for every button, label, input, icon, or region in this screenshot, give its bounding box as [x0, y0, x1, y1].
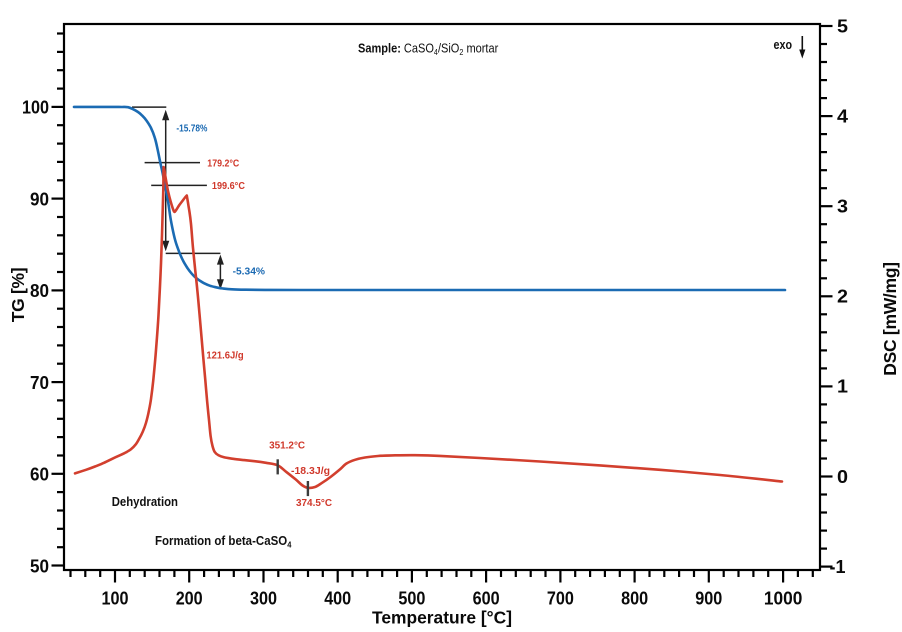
- svg-text:60: 60: [30, 465, 49, 485]
- svg-text:Temperature [°C]: Temperature [°C]: [372, 608, 512, 628]
- svg-text:1: 1: [837, 377, 848, 397]
- svg-text:-5.34%: -5.34%: [233, 266, 266, 278]
- svg-text:374.5°C: 374.5°C: [296, 497, 332, 509]
- svg-text:900: 900: [695, 589, 722, 609]
- svg-text:50: 50: [30, 556, 49, 576]
- svg-text:3: 3: [837, 197, 848, 217]
- svg-text:80: 80: [30, 281, 49, 301]
- svg-text:0: 0: [837, 467, 848, 487]
- svg-text:-1: -1: [830, 557, 846, 577]
- svg-text:100: 100: [102, 589, 129, 609]
- svg-text:4: 4: [837, 106, 848, 126]
- svg-text:400: 400: [324, 589, 351, 609]
- svg-text:-15.78%: -15.78%: [176, 122, 208, 134]
- svg-text:300: 300: [250, 589, 277, 609]
- svg-text:-18.3J/g: -18.3J/g: [291, 465, 330, 477]
- svg-text:90: 90: [30, 189, 49, 209]
- svg-text:exo: exo: [774, 37, 793, 52]
- svg-text:351.2°C: 351.2°C: [269, 440, 305, 452]
- svg-text:DSC [mW/mg]: DSC [mW/mg]: [880, 262, 900, 375]
- svg-text:Formation of beta-CaSO4: Formation of beta-CaSO4: [155, 533, 292, 550]
- svg-text:500: 500: [398, 589, 425, 609]
- svg-text:200: 200: [176, 589, 203, 609]
- svg-text:5: 5: [837, 16, 848, 36]
- svg-text:800: 800: [621, 589, 648, 609]
- svg-text:Sample: CaSO4/SiO2 mortar: Sample: CaSO4/SiO2 mortar: [358, 40, 499, 57]
- svg-text:121.6J/g: 121.6J/g: [206, 350, 243, 362]
- svg-text:179.2°C: 179.2°C: [207, 158, 239, 170]
- svg-text:Dehydration: Dehydration: [112, 494, 178, 509]
- svg-text:1000: 1000: [764, 589, 802, 609]
- svg-text:70: 70: [30, 373, 49, 393]
- svg-text:600: 600: [473, 589, 500, 609]
- svg-text:700: 700: [547, 589, 574, 609]
- svg-text:199.6°C: 199.6°C: [212, 180, 245, 192]
- svg-text:TG [%]: TG [%]: [8, 268, 28, 323]
- svg-text:100: 100: [22, 98, 49, 118]
- svg-text:2: 2: [837, 287, 848, 307]
